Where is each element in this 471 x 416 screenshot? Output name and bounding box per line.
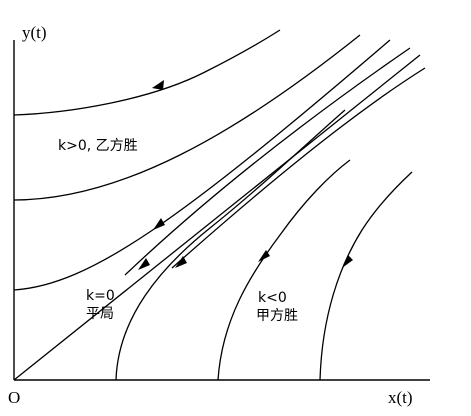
trajectory-k-negative-4 [319,171,413,381]
trajectory-k-zero [13,54,421,381]
origin-label: O [8,388,20,407]
trajectory-k-positive-4 [124,47,411,276]
arrowhead-1 [152,80,164,90]
arrowhead-4 [175,256,187,268]
arrowhead-3 [138,258,150,270]
trajectory-k-positive-3 [13,39,391,291]
annotation-k-positive: k>0, 乙方胜 [58,138,138,154]
trajectory-k-positive-1 [13,29,281,116]
x-axis-label: x(t) [388,388,413,407]
annotation-k-zero-result: 平局 [86,306,114,322]
y-axis-label: y(t) [22,23,47,42]
trajectory-k-negative-2 [115,109,346,381]
annotation-k-zero-value: k=0 [86,288,115,304]
trajectory-k-negative-3 [217,159,351,381]
arrowhead-2 [153,218,165,230]
arrowhead-5 [258,250,270,262]
trajectory-k-positive-2 [13,34,361,201]
trajectory-k-negative-1 [171,67,426,269]
annotation-k-negative-result: 甲方胜 [256,308,298,324]
annotation-k-negative-value: k<0 [258,290,287,306]
arrowhead-6 [342,255,353,268]
